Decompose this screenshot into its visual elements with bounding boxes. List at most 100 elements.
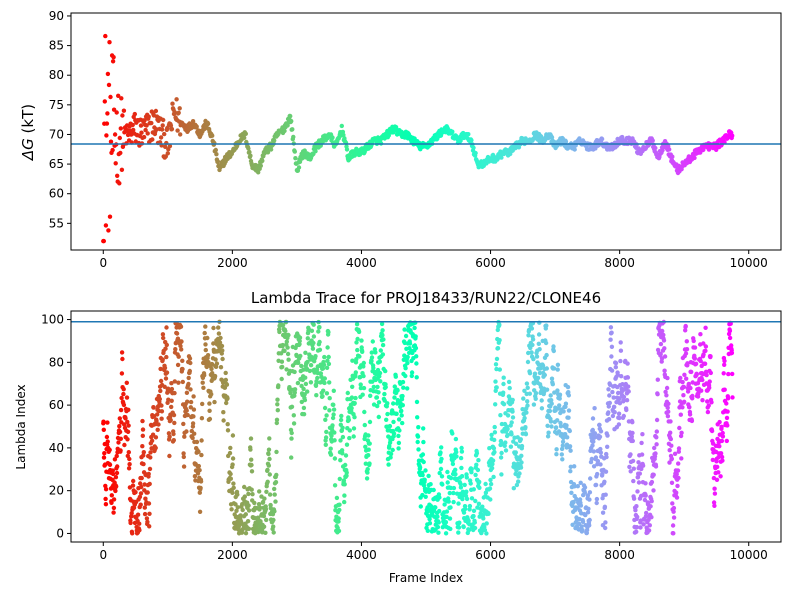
lambda-point xyxy=(297,335,303,340)
lambda-point xyxy=(338,458,343,463)
lambda-point xyxy=(327,380,332,385)
lambda-point xyxy=(323,442,328,447)
lambda-point xyxy=(202,373,207,378)
lambda-plot-frame xyxy=(70,310,782,543)
lambda-point xyxy=(205,335,210,341)
lambda-point xyxy=(130,531,135,536)
lambda-y-tick-label: 100 xyxy=(41,313,64,327)
lambda-point xyxy=(610,389,615,395)
lambda-point xyxy=(218,335,223,341)
lambda-point xyxy=(309,328,315,333)
lambda-point xyxy=(658,341,664,347)
lambda-point xyxy=(162,384,167,389)
lambda-point xyxy=(548,393,553,398)
lambda-point xyxy=(115,464,120,469)
dg-point xyxy=(291,134,296,140)
lambda-point xyxy=(317,339,322,345)
lambda-point xyxy=(600,510,606,515)
lambda-point xyxy=(164,354,169,360)
lambda-point xyxy=(447,516,453,521)
lambda-point xyxy=(460,496,465,502)
lambda-point xyxy=(256,502,262,507)
lambda-point xyxy=(346,417,351,423)
lambda-point xyxy=(610,413,616,419)
lambda-point xyxy=(101,419,106,424)
lambda-point xyxy=(593,482,599,488)
lambda-point xyxy=(285,351,291,357)
lambda-point xyxy=(202,330,207,336)
lambda-point xyxy=(178,324,184,329)
lambda-point xyxy=(151,414,157,419)
lambda-point xyxy=(169,386,175,392)
lambda-point xyxy=(687,405,692,410)
dg-point xyxy=(178,132,183,137)
lambda-point xyxy=(486,511,491,516)
lambda-point xyxy=(121,387,126,392)
lambda-point xyxy=(381,337,386,342)
lambda-point xyxy=(580,528,585,533)
lambda-point xyxy=(516,479,521,484)
lambda-point xyxy=(609,344,615,349)
dg-point xyxy=(116,93,121,99)
lambda-point xyxy=(322,380,327,386)
lambda-point xyxy=(687,412,693,417)
lambda-point xyxy=(560,439,566,444)
dg-point xyxy=(471,145,476,150)
lambda-point xyxy=(127,462,132,467)
lambda-point xyxy=(693,361,699,366)
lambda-point xyxy=(160,332,166,337)
lambda-point xyxy=(717,444,722,449)
lambda-point xyxy=(595,458,601,464)
lambda-point xyxy=(624,398,630,403)
lambda-point xyxy=(555,418,560,423)
dg-point xyxy=(213,147,218,153)
lambda-point xyxy=(292,387,298,392)
lambda-point xyxy=(471,487,476,492)
lambda-point xyxy=(637,471,642,476)
lambda-point xyxy=(371,384,376,390)
lambda-point xyxy=(446,499,451,504)
lambda-point xyxy=(275,397,280,402)
lambda-point xyxy=(682,399,687,404)
lambda-point xyxy=(266,451,271,457)
lambda-point xyxy=(363,461,368,466)
lambda-point xyxy=(163,376,169,381)
lambda-point xyxy=(663,389,668,395)
lambda-point xyxy=(544,352,549,358)
lambda-point xyxy=(557,392,563,397)
dg-point xyxy=(290,127,295,132)
lambda-point xyxy=(517,471,522,476)
lambda-point xyxy=(643,514,649,519)
lambda-point xyxy=(373,350,378,355)
dg-y-axis: 55 60 65 70 75 80 85 90 xyxy=(49,9,71,230)
lambda-point xyxy=(343,462,348,468)
lambda-point xyxy=(551,366,557,371)
dg-point xyxy=(106,228,111,233)
lambda-point xyxy=(635,489,640,494)
lambda-point xyxy=(277,329,282,335)
lambda-point xyxy=(332,456,338,461)
lambda-point xyxy=(165,386,171,391)
lambda-point xyxy=(609,368,615,373)
lambda-point xyxy=(730,395,735,400)
lambda-point xyxy=(401,385,406,390)
dg-point xyxy=(469,138,474,143)
lambda-point xyxy=(712,491,718,496)
lambda-point xyxy=(301,367,306,372)
lambda-point xyxy=(214,361,220,366)
lambda-point xyxy=(615,372,620,377)
lambda-point xyxy=(662,354,668,359)
lambda-point xyxy=(676,449,681,454)
lambda-point xyxy=(203,342,208,347)
lambda-point xyxy=(716,470,721,475)
lambda-point xyxy=(683,323,688,329)
lambda-point xyxy=(147,481,152,487)
lambda-point xyxy=(257,489,262,494)
lambda-point xyxy=(525,399,530,404)
lambda-point xyxy=(359,338,364,343)
lambda-point xyxy=(275,408,280,413)
lambda-point xyxy=(476,458,481,463)
lambda-point xyxy=(534,354,540,359)
lambda-point xyxy=(320,394,325,399)
lambda-point xyxy=(671,509,676,514)
